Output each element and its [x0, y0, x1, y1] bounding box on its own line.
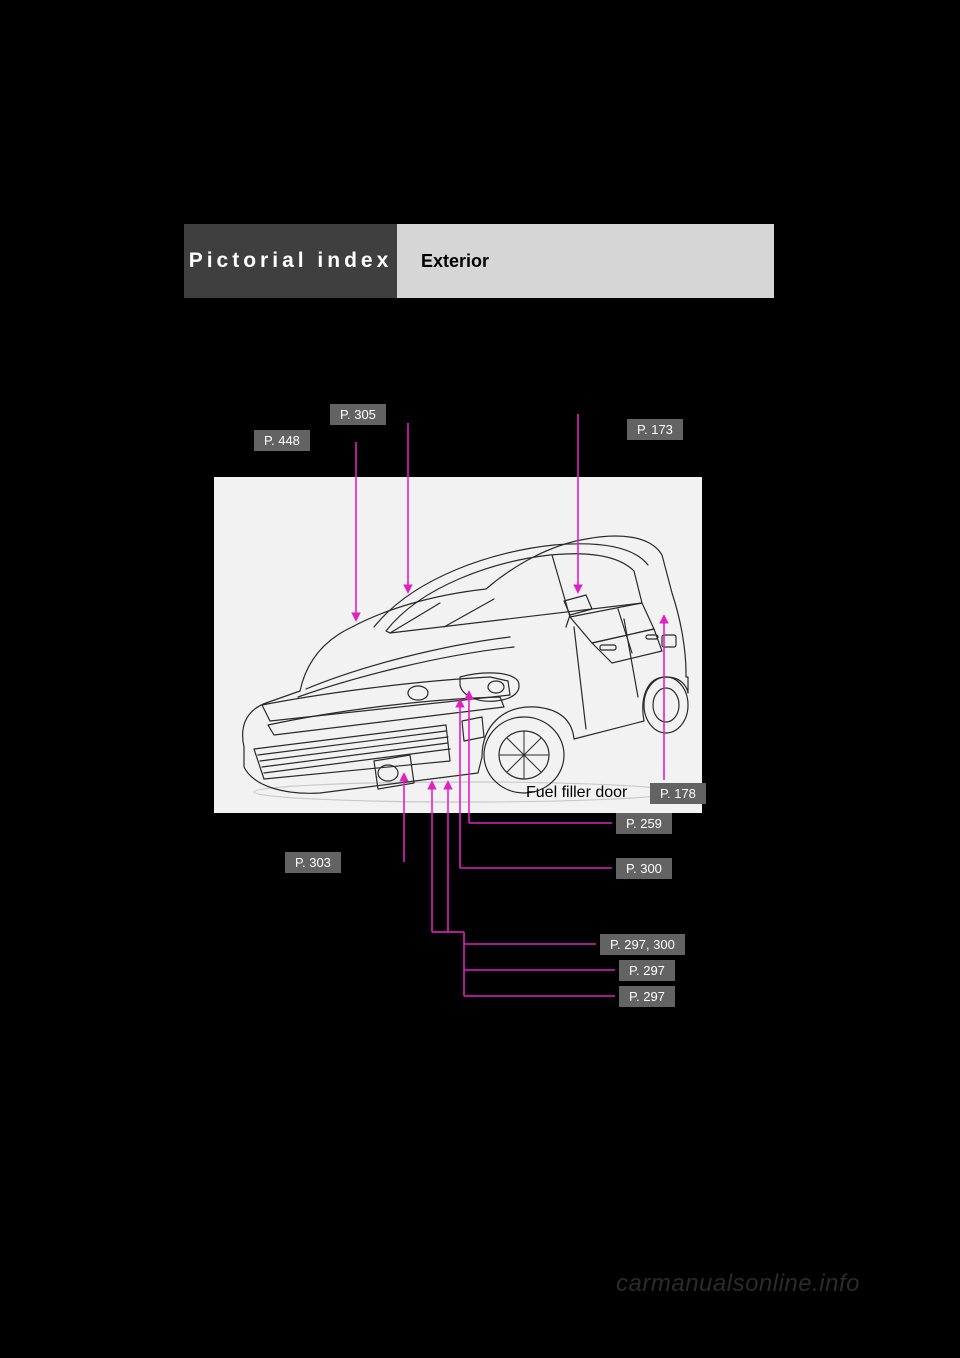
car-illustration-svg [214, 477, 702, 813]
page-ref-turn-signal: P. 300 [616, 858, 672, 879]
car-illustration [214, 477, 702, 813]
page-ref-fuel-door: P. 178 [650, 783, 706, 804]
header-index-title: Pictorial index [184, 224, 397, 298]
manual-page: Pictorial index Exterior [0, 0, 960, 1358]
page-ref-mirror: P. 173 [627, 419, 683, 440]
section-header: Pictorial index Exterior [184, 224, 774, 298]
page-ref-headlights: P. 259 [616, 813, 672, 834]
page-ref-parking-light: P. 297 [619, 960, 675, 981]
callout-label-fuel-door: Fuel filler door [526, 784, 627, 802]
page-ref-hood: P. 448 [254, 430, 310, 451]
watermark: carmanualsonline.info [616, 1270, 860, 1298]
header-section-title: Exterior [397, 224, 774, 298]
page-ref-drl: P. 297, 300 [600, 934, 685, 955]
page-ref-wipers: P. 305 [330, 404, 386, 425]
page-ref-side-marker: P. 297 [619, 986, 675, 1007]
page-ref-foglights: P. 303 [285, 852, 341, 873]
